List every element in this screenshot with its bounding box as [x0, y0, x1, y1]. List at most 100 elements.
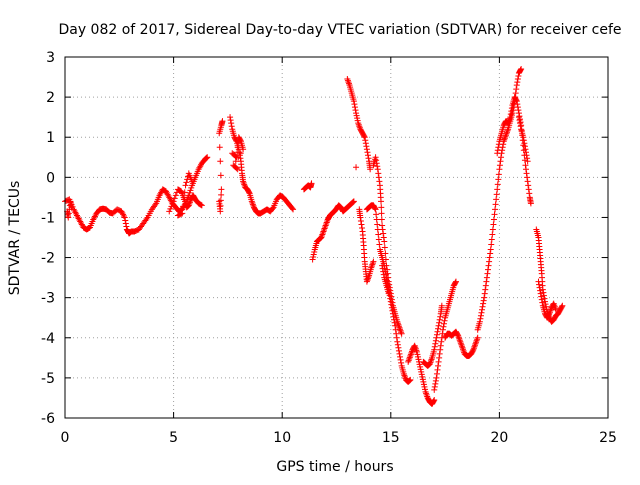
data-point-marker — [484, 266, 491, 273]
data-point-marker — [379, 222, 386, 229]
data-point-marker — [203, 155, 210, 162]
data-point-marker — [441, 317, 448, 324]
data-point-marker — [526, 190, 533, 197]
data-point-marker — [441, 320, 448, 327]
data-point-marker — [217, 197, 224, 204]
data-point-marker — [311, 249, 318, 256]
x-tick-label: 5 — [169, 430, 178, 446]
data-point-marker — [433, 334, 440, 341]
data-point-marker — [290, 206, 297, 213]
data-point-marker — [527, 200, 534, 207]
data-point-marker — [217, 202, 224, 209]
data-point-marker — [494, 147, 501, 154]
data-point-marker — [383, 266, 390, 273]
data-point-marker — [389, 299, 396, 306]
data-point-marker — [361, 133, 368, 140]
data-point-marker — [488, 241, 495, 248]
data-point-marker — [418, 371, 425, 378]
data-point-marker — [439, 326, 446, 333]
data-point-marker — [361, 134, 368, 141]
data-point-marker — [416, 361, 423, 368]
data-point-marker — [433, 370, 440, 377]
data-point-marker — [381, 238, 388, 245]
data-point-marker — [524, 174, 531, 181]
data-point-marker — [310, 251, 317, 258]
data-point-marker — [420, 381, 427, 388]
data-point-marker — [438, 302, 445, 309]
data-point-marker — [434, 328, 441, 335]
data-point-marker — [558, 303, 565, 310]
data-point-marker — [486, 254, 493, 261]
data-point-marker — [217, 208, 224, 215]
data-point-marker — [524, 178, 531, 185]
y-tick-label: -4 — [41, 331, 55, 347]
data-point-marker — [372, 206, 379, 213]
data-point-marker — [418, 368, 425, 375]
data-point-marker — [432, 380, 439, 387]
data-point-marker — [407, 376, 414, 383]
data-point-marker — [478, 309, 485, 316]
y-axis-label: SDTVAR / TECUs — [7, 181, 23, 296]
data-point-marker — [367, 166, 374, 173]
data-point-marker — [492, 201, 499, 208]
data-point-marker — [437, 346, 444, 353]
data-point-marker — [513, 98, 520, 105]
data-point-marker — [515, 114, 522, 121]
data-point-marker — [487, 246, 494, 253]
data-point-marker — [432, 340, 439, 347]
data-point-marker — [378, 204, 385, 211]
data-point-marker — [476, 318, 483, 325]
data-point-marker — [508, 108, 515, 115]
data-point-marker — [235, 154, 242, 161]
plot-frame — [64, 56, 609, 419]
data-point-marker — [363, 146, 370, 153]
data-point-marker — [358, 221, 365, 228]
data-point-marker — [535, 278, 542, 285]
data-point-marker — [121, 214, 128, 221]
data-point-marker — [477, 312, 484, 319]
data-point-marker — [395, 347, 402, 354]
data-point-marker — [181, 189, 188, 196]
data-point-marker — [517, 67, 524, 74]
data-point-marker — [515, 73, 522, 80]
data-point-marker — [351, 104, 358, 111]
data-point-marker — [350, 98, 357, 105]
data-point-marker — [417, 363, 424, 370]
data-point-marker — [233, 165, 240, 172]
data-point-marker — [373, 157, 380, 164]
data-point-marker — [203, 154, 210, 161]
data-point-marker — [350, 198, 357, 205]
data-point-marker — [388, 293, 395, 300]
data-point-marker — [436, 316, 443, 323]
data-point-marker — [536, 281, 543, 288]
y-tick-label: -3 — [41, 291, 55, 307]
data-point-marker — [483, 278, 490, 285]
data-point-marker — [435, 322, 442, 329]
data-point-marker — [540, 289, 547, 296]
data-point-marker — [538, 296, 545, 303]
data-point-marker — [398, 359, 405, 366]
data-point-marker — [433, 331, 440, 338]
x-tick-label: 0 — [61, 430, 70, 446]
data-point-marker — [373, 160, 380, 167]
data-point-marker — [217, 158, 224, 165]
data-point-marker — [495, 141, 502, 148]
data-point-marker — [496, 162, 503, 169]
data-point-marker — [486, 258, 493, 265]
data-point-marker — [168, 203, 175, 210]
y-tick-label: -5 — [41, 371, 55, 387]
data-point-marker — [180, 203, 187, 210]
data-point-marker — [484, 270, 491, 277]
data-point-marker — [483, 274, 490, 281]
data-point-marker — [522, 146, 529, 153]
data-point-marker — [490, 216, 497, 223]
data-point-marker — [218, 191, 225, 198]
data-point-marker — [514, 79, 521, 86]
data-point-marker — [406, 377, 413, 384]
data-point-marker — [514, 101, 521, 108]
data-point-marker — [217, 172, 224, 179]
data-point-marker — [352, 107, 359, 114]
data-point-marker — [397, 353, 404, 360]
data-point-marker — [219, 118, 226, 125]
y-tick-label: 1 — [46, 130, 55, 146]
